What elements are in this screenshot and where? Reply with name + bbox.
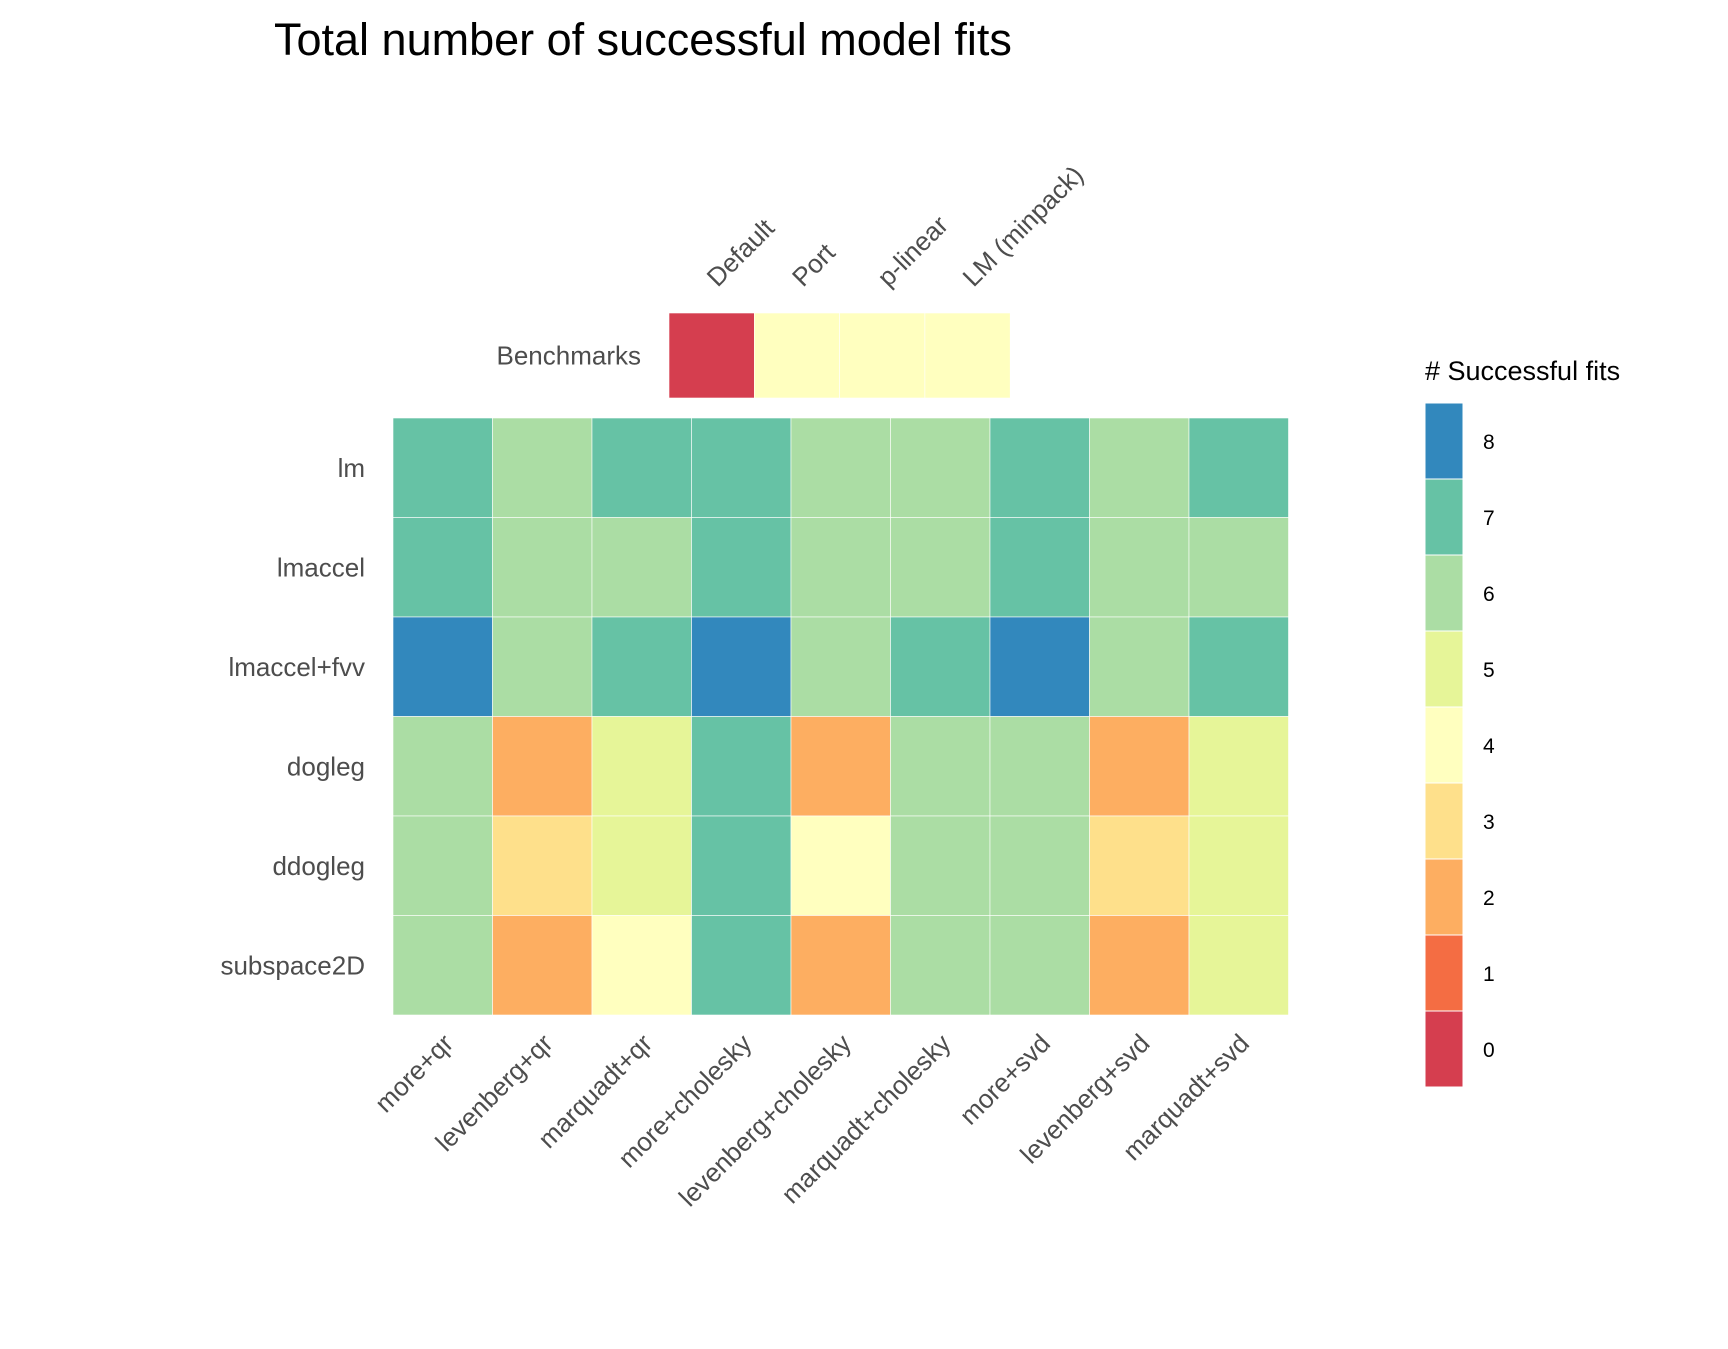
heatmap-cell <box>591 616 692 717</box>
heatmap-cell <box>890 616 991 717</box>
row-label: lmaccel <box>277 552 365 582</box>
column-label: p-linear <box>871 209 954 292</box>
heatmap-cell <box>890 716 991 817</box>
heatmap-cell <box>1089 616 1190 717</box>
heatmap-cell <box>392 716 493 817</box>
heatmap-cell <box>1188 616 1289 717</box>
heatmap-cell <box>790 616 891 717</box>
legend-swatch <box>1424 554 1464 632</box>
heatmap-cell <box>1089 517 1190 618</box>
legend-swatch <box>1424 478 1464 556</box>
heatmap-cell <box>1089 815 1190 916</box>
heatmap-cell <box>392 417 493 518</box>
heatmap-cell <box>890 815 991 916</box>
row-label: Benchmarks <box>497 341 642 371</box>
heatmap-cell <box>839 312 926 399</box>
legend-swatch <box>1424 1010 1464 1088</box>
heatmap-cell <box>492 517 593 618</box>
heatmap-cell <box>890 915 991 1016</box>
heatmap-cell <box>691 915 792 1016</box>
legend-label: 5 <box>1483 659 1495 682</box>
heatmap-cell <box>1089 915 1190 1016</box>
heatmap-cell <box>591 915 692 1016</box>
column-label: Port <box>786 237 841 292</box>
heatmap-cell <box>492 716 593 817</box>
row-label: lm <box>338 453 365 483</box>
legend-swatch <box>1424 782 1464 860</box>
heatmap-cell <box>924 312 1011 399</box>
heatmap-cell <box>989 417 1090 518</box>
heatmap-cell <box>492 616 593 717</box>
heatmap-cell <box>591 417 692 518</box>
column-label: LM (minpack) <box>957 160 1090 293</box>
heatmap-cell <box>1188 815 1289 916</box>
column-label: Default <box>701 212 781 292</box>
legend-swatch <box>1424 706 1464 784</box>
legend-label: 1 <box>1483 963 1495 986</box>
legend-label: 3 <box>1483 811 1495 834</box>
heatmap-cell <box>691 517 792 618</box>
row-label: lmaccel+fvv <box>228 652 365 682</box>
legend-swatch <box>1424 858 1464 936</box>
legend-label: 4 <box>1483 735 1495 758</box>
heatmap-cell <box>591 517 692 618</box>
heatmap-cell <box>790 915 891 1016</box>
heatmap-cell <box>890 517 991 618</box>
main-heatmap: lm lmaccel lmaccel+fvv dogleg ddogleg subspac… <box>220 417 1289 1212</box>
heatmap-cell <box>989 616 1090 717</box>
heatmap-cell <box>392 915 493 1016</box>
heatmap-cell <box>790 517 891 618</box>
heatmap-cell <box>691 716 792 817</box>
legend-label: 2 <box>1483 887 1495 910</box>
heatmap-cell <box>790 716 891 817</box>
legend-label: 8 <box>1483 431 1495 454</box>
legend-label: 7 <box>1483 507 1495 530</box>
heatmap-cell <box>753 312 840 399</box>
legend-label: 6 <box>1483 583 1495 606</box>
heatmap-cell <box>890 417 991 518</box>
heatmap-cell <box>691 417 792 518</box>
column-label: levenberg+cholesky <box>673 1028 857 1212</box>
column-label: more+qr <box>369 1028 459 1118</box>
heatmap-cell <box>1089 716 1190 817</box>
heatmap-cell <box>1188 716 1289 817</box>
legend-swatch <box>1424 934 1464 1012</box>
column-label: more+svd <box>954 1028 1056 1130</box>
heatmap-cell <box>790 417 891 518</box>
heatmap-cell <box>790 815 891 916</box>
legend-title: # Successful fits <box>1425 356 1620 386</box>
legend-label: 0 <box>1483 1039 1495 1062</box>
legend-swatch <box>1424 402 1464 480</box>
heatmap-cell <box>591 716 692 817</box>
row-label: dogleg <box>287 751 365 781</box>
heatmap-cell <box>989 517 1090 618</box>
heatmap-cell <box>492 915 593 1016</box>
heatmap-cell <box>392 815 493 916</box>
benchmark-heatmap: Benchmarks Default Port p-linear LM (minpack… <box>497 160 1090 399</box>
heatmap-cell <box>989 915 1090 1016</box>
heatmap-cell <box>691 616 792 717</box>
legend: # Successful fits 8 7 6 5 4 3 2 1 0 <box>1424 356 1620 1088</box>
row-label: ddogleg <box>272 851 365 881</box>
heatmap-cell <box>989 716 1090 817</box>
heatmap-cell <box>989 815 1090 916</box>
heatmap-cell <box>392 616 493 717</box>
row-label: subspace2D <box>220 950 365 980</box>
heatmap-cell <box>492 815 593 916</box>
heatmap-cell <box>691 815 792 916</box>
heatmap-cell <box>492 417 593 518</box>
legend-swatch <box>1424 630 1464 708</box>
heatmap-cell <box>1188 417 1289 518</box>
heatmap-cell <box>1188 915 1289 1016</box>
heatmap-cell <box>1089 417 1190 518</box>
heatmap-cell <box>392 517 493 618</box>
chart-title: Total number of successful model fits <box>274 14 1012 65</box>
heatmap-cell <box>1188 517 1289 618</box>
heatmap-cell <box>668 312 755 399</box>
column-label: marquadt+cholesky <box>775 1028 956 1209</box>
heatmap-cell <box>591 815 692 916</box>
